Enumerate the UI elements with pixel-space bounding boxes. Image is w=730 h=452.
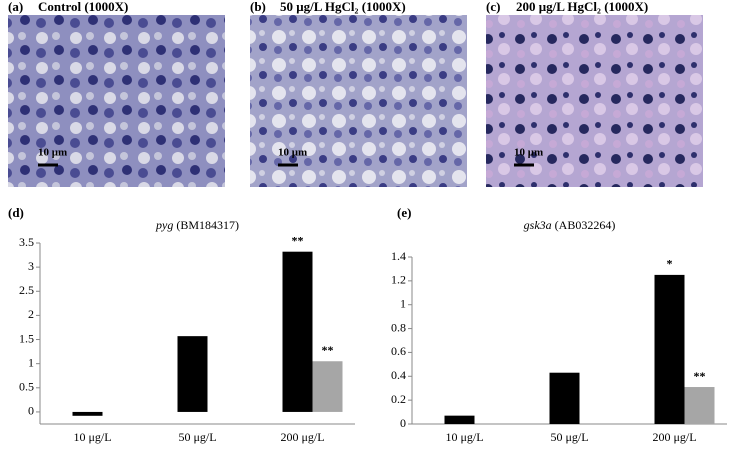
bar	[72, 411, 103, 416]
y-tick-label: 0.5	[19, 380, 34, 394]
x-tick-label: 10 μg/L	[445, 430, 483, 444]
bar	[177, 336, 208, 412]
y-tick-label: 0.6	[391, 344, 406, 358]
scale-label: 10 μm	[38, 147, 67, 159]
y-tick-label: 0.2	[391, 392, 406, 406]
x-tick-label: 50 μg/L	[550, 430, 588, 444]
panel-label: (a)	[8, 0, 23, 14]
bar	[654, 274, 685, 424]
significance-mark: **	[322, 343, 334, 357]
y-tick-label: 0.4	[391, 368, 406, 382]
scale-label: 10 μm	[514, 147, 543, 159]
chart-title: gsk3a (AB032264)	[524, 218, 616, 232]
y-tick-label: 0.8	[391, 320, 406, 334]
micrograph	[8, 15, 225, 187]
chart-title: pyg (BM184317)	[155, 218, 239, 232]
y-tick-label: 1.5	[19, 331, 34, 345]
bar	[549, 372, 580, 424]
panel-label: (b)	[250, 0, 266, 14]
y-tick-label: 0	[28, 404, 34, 418]
x-tick-label: 10 μg/L	[73, 430, 111, 444]
y-tick-label: 3	[28, 259, 34, 273]
bar	[684, 387, 715, 424]
panel-label: (c)	[486, 0, 500, 14]
x-tick-label: 50 μg/L	[178, 430, 216, 444]
y-tick-label: 3.5	[19, 235, 34, 249]
micrograph	[486, 15, 703, 187]
micrographs	[8, 15, 703, 187]
y-tick-label: 1	[400, 296, 406, 310]
y-tick-label: 1	[28, 355, 34, 369]
chart-title-gene: pyg	[155, 218, 173, 232]
scale-label: 10 μm	[278, 147, 307, 159]
bar	[282, 251, 313, 412]
bar	[444, 415, 475, 424]
y-tick-label: 2	[28, 307, 34, 321]
chart-title-accession: (AB032264)	[555, 218, 616, 232]
panel-label: (d)	[8, 205, 24, 220]
micrograph	[250, 15, 467, 187]
y-tick-label: 1.2	[391, 273, 406, 287]
y-tick-label: 0	[400, 416, 406, 430]
y-tick-label: 1.4	[391, 249, 406, 263]
panel-caption: 200 μg/L HgCl₂ (1000X)	[516, 0, 648, 14]
x-tick-label: 200 μg/L	[280, 430, 324, 444]
panel-caption: 50 μg/L HgCl₂ (1000X)	[280, 0, 406, 14]
chart-title-gene: gsk3a	[524, 218, 552, 232]
panel-caption: Control (1000X)	[38, 0, 128, 14]
panel-label: (e)	[397, 205, 411, 220]
chart-title-accession: (BM184317)	[176, 218, 239, 232]
x-tick-label: 200 μg/L	[652, 430, 696, 444]
y-tick-label: 2.5	[19, 283, 34, 297]
significance-mark: **	[694, 369, 706, 383]
bar	[312, 361, 343, 412]
significance-mark: **	[292, 233, 304, 247]
significance-mark: *	[667, 257, 673, 271]
